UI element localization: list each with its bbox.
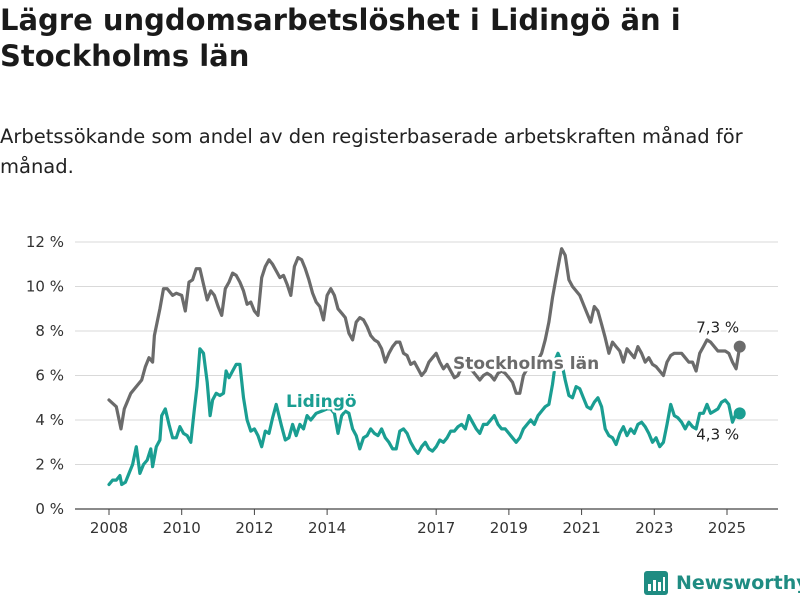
x-tick-label: 2008 [90,519,128,537]
series-label-lidingo: Lidingö [286,392,357,412]
chart-subtitle: Arbetssökande som andel av den registerb… [0,125,743,178]
x-tick-label: 2023 [635,519,673,537]
series-lines [107,247,746,487]
y-tick-label: 8 % [35,322,64,340]
end-value-halo: 4,3 % [696,425,739,443]
x-tick-label: 2019 [490,519,528,537]
y-tick-label: 2 % [35,456,64,474]
x-axis: 2008 2010 2012 2014 2017 2019 2021 2023 2025 [90,509,746,537]
series-line-stockholms-lan [107,247,742,431]
y-tick-label: 4 % [35,411,64,429]
chart-title: Lägre ungdomsarbetslöshet i Lidingö än i… [0,3,681,73]
x-tick-label: 2012 [235,519,273,537]
y-tick-label: 12 % [26,233,64,251]
series-line-lidingo [107,347,742,487]
end-value-halo: 7,3 % [696,319,739,337]
y-axis: 0 % 2 % 4 % 6 % 8 % 10 % 12 % [26,233,64,518]
x-tick-label: 2025 [708,519,746,537]
y-tick-label: 0 % [35,500,64,518]
gridlines [75,241,778,510]
newsworthy-brand[interactable]: Newsworthy [644,568,800,598]
end-value-label-lidingo: 4,3 % [696,425,739,443]
newsworthy-logo-icon [644,571,668,595]
end-point-stockholms-lan [733,340,746,353]
series-label-halo: Lidingö [286,392,357,412]
end-point-lidingo [733,407,746,420]
y-tick-label: 10 % [26,278,64,296]
series-label-halo: Stockholms län [453,354,599,374]
y-tick-label: 6 % [35,367,64,385]
series-label-stockholms-lan: Stockholms län [453,354,599,374]
x-tick-label: 2010 [163,519,201,537]
end-value-label-stockholms-lan: 7,3 % [696,319,739,337]
x-tick-label: 2021 [562,519,600,537]
x-tick-label: 2014 [308,519,346,537]
x-tick-label: 2017 [417,519,455,537]
brand-name: Newsworthy [676,572,800,594]
